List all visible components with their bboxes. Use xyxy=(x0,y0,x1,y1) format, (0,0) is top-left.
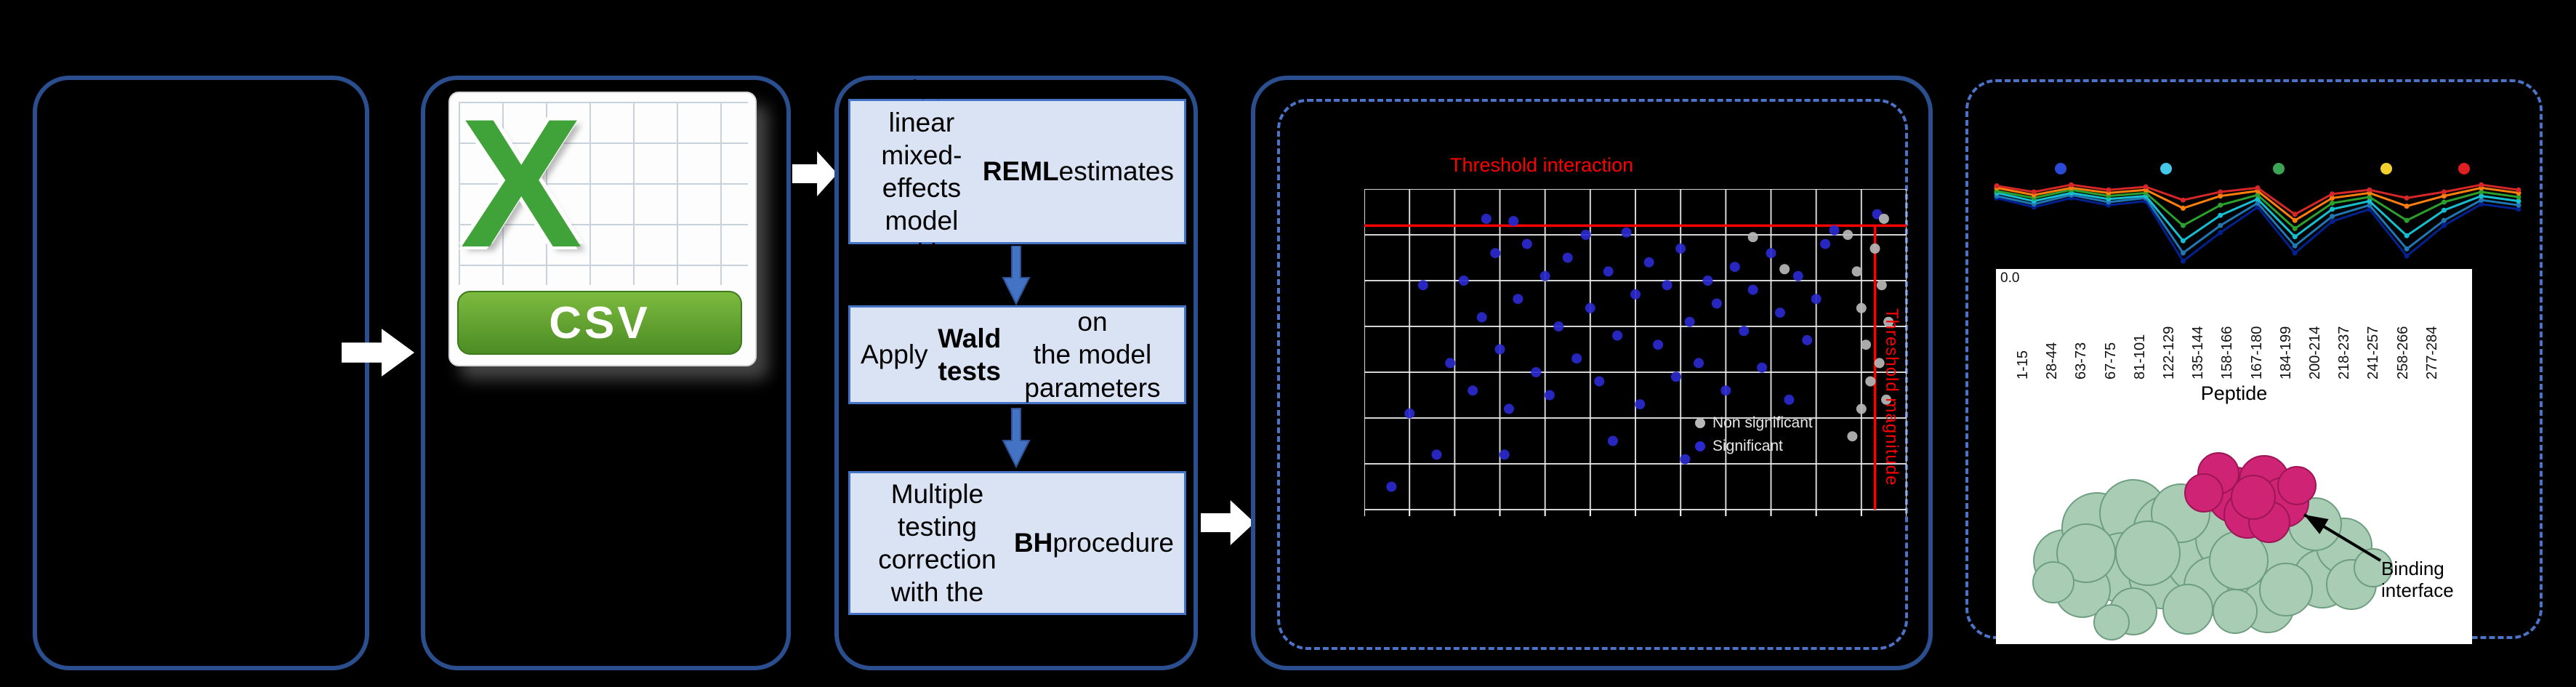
peptide-tick-label: 81-101 xyxy=(2131,334,2148,379)
legend-item: Non significant xyxy=(1695,414,1813,432)
legend-dot-icon xyxy=(1695,441,1705,451)
step-box-multiple-testing: Multiple testing correction with the BH … xyxy=(848,471,1186,615)
peptide-tick-label: 135-144 xyxy=(2190,326,2207,379)
uptake-line-chart xyxy=(1994,163,2521,264)
peptide-tick-label: 158-166 xyxy=(2219,326,2236,379)
peptide-tick-label: 241-257 xyxy=(2365,326,2382,379)
legend-item: Significant xyxy=(1695,438,1813,455)
peptide-axis-title: Peptide xyxy=(2200,382,2268,404)
threshold-interaction-label: Threshold interaction xyxy=(1450,154,1634,176)
peptide-tick-label: 258-266 xyxy=(2394,326,2411,379)
step-box-wald-tests: Apply Wald tests on the model parameters xyxy=(848,305,1186,404)
peptide-tick-label: 67-75 xyxy=(2102,342,2119,379)
protein-surface xyxy=(2032,479,2393,640)
peptide-tick-label: 277-284 xyxy=(2423,326,2440,379)
peptide-tick-label: 200-214 xyxy=(2307,326,2324,379)
flow-arrow-down-1-icon xyxy=(1002,246,1031,305)
step-box-mixed-model: Fit a linear mixed- effects model with R… xyxy=(848,75,1186,268)
binding-interface-region xyxy=(2184,452,2317,543)
dashed-frame-scatter xyxy=(1277,99,1908,650)
ytick-label: 0.0 xyxy=(2000,270,2020,286)
binding-interface-arrow-icon xyxy=(2303,513,2382,562)
protein-structure-image xyxy=(2032,452,2393,640)
peptide-tick-label: 184-199 xyxy=(2277,326,2294,379)
excel-x-logo: X xyxy=(460,81,583,286)
peptide-tick-label: 1-15 xyxy=(2015,350,2031,379)
peptide-tick-label: 28-44 xyxy=(2044,342,2061,379)
panel-input xyxy=(33,76,369,670)
threshold-magnitude-label: Threshold magnitude xyxy=(1882,308,1901,486)
scatter-legend: Non significant Significant xyxy=(1695,414,1813,461)
flow-arrow-right-2-icon xyxy=(792,151,837,196)
flow-arrow-right-3-icon xyxy=(1201,500,1255,545)
csv-banner-label: CSV xyxy=(457,291,742,355)
peptide-tick-label: 218-237 xyxy=(2336,326,2353,379)
scatter-plot xyxy=(1364,189,1907,516)
csv-file-icon: X CSV xyxy=(448,81,757,366)
binding-interface-label: Binding interface xyxy=(2381,558,2454,601)
flow-arrow-down-2-icon xyxy=(1002,408,1031,469)
flow-arrow-right-1-icon xyxy=(342,329,414,377)
peptide-axis-labels: 1-15 28-44 63-73 67-75 81-101 122-129 135-144 1… xyxy=(2015,278,2441,381)
peptide-tick-label: 167-180 xyxy=(2248,326,2265,379)
peptide-tick-label: 122-129 xyxy=(2161,326,2178,379)
legend-dot-icon xyxy=(1695,418,1705,428)
spreadsheet-grid-icon xyxy=(459,102,748,285)
peptide-tick-label: 63-73 xyxy=(2073,342,2090,379)
